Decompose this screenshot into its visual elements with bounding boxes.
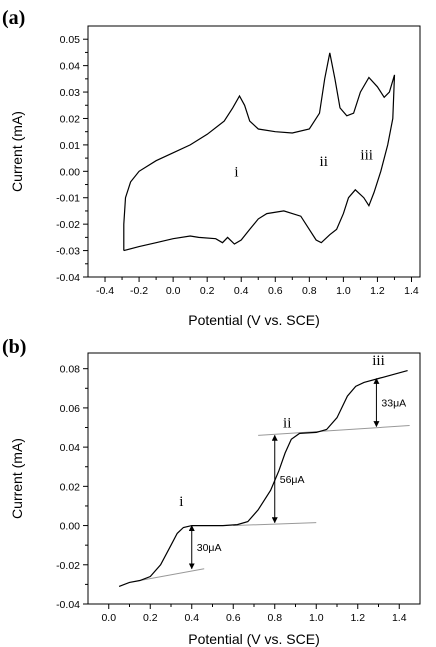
chart-panel-b: (b) 0.0 0.2 0.4 0.6 0.8 1.0 1.2 1.4 -0.04 -0.02 0… <box>2 336 421 647</box>
x-axis-label-b: Potential (V vs. SCE) <box>188 631 320 647</box>
x-tick-label: 0.0 <box>101 612 116 624</box>
peak-label: i <box>234 165 238 181</box>
y-axis-ticks-b: -0.04 -0.02 0.00 0.02 0.04 0.06 0.08 <box>56 364 88 611</box>
x-tick-label: 0.0 <box>166 285 181 297</box>
y-tick-label: -0.02 <box>56 219 80 231</box>
rde-curve-b <box>118 370 408 587</box>
x-tick-label: 1.0 <box>336 285 351 297</box>
plot-frame-a <box>87 25 421 278</box>
x-tick-label: 0.6 <box>268 285 283 297</box>
x-tick-label: 1.2 <box>370 285 385 297</box>
y-tick-label: 0.00 <box>60 521 81 533</box>
wave-label: iii <box>372 353 385 369</box>
current-step-label: 33μA <box>381 398 406 410</box>
y-tick-label: -0.03 <box>56 246 80 258</box>
y-tick-label: 0.00 <box>60 166 81 178</box>
y-tick-label: 0.01 <box>60 140 81 152</box>
wave-label: ii <box>283 416 291 432</box>
current-step-label: 56μA <box>280 474 305 486</box>
y-axis-label-a: Current (mA) <box>9 111 25 192</box>
y-tick-label: 0.06 <box>60 403 81 415</box>
baselines-b <box>139 425 410 581</box>
y-tick-label: 0.05 <box>60 34 81 46</box>
x-tick-label: 1.4 <box>404 285 419 297</box>
x-tick-label: 0.6 <box>226 612 241 624</box>
y-tick-label: 0.04 <box>60 61 81 73</box>
peak-label: iii <box>360 147 373 163</box>
x-axis-ticks-a: -0.4 -0.2 0.0 0.2 0.4 0.6 0.8 1.0 1.2 1.4 <box>96 277 419 297</box>
y-tick-label: -0.04 <box>56 599 80 611</box>
cv-curve-a <box>123 52 396 252</box>
y-tick-label: -0.01 <box>56 193 80 205</box>
panel-label-a: (a) <box>2 7 25 29</box>
x-tick-label: 0.2 <box>200 285 215 297</box>
arrows-b <box>188 377 380 570</box>
x-axis-ticks-b: 0.0 0.2 0.4 0.6 0.8 1.0 1.2 1.4 <box>101 604 407 624</box>
plot-frame-b <box>87 352 421 605</box>
y-tick-label: 0.03 <box>60 87 81 99</box>
x-tick-label: 0.4 <box>184 612 199 624</box>
current-step-label: 30μA <box>197 542 222 554</box>
y-tick-label: -0.04 <box>56 272 80 284</box>
x-tick-label: 0.2 <box>143 612 158 624</box>
peak-label: ii <box>320 154 328 170</box>
y-tick-label: 0.02 <box>60 113 81 125</box>
x-tick-label: 0.8 <box>302 285 317 297</box>
baseline <box>233 522 317 527</box>
x-tick-label: 0.4 <box>234 285 249 297</box>
y-tick-label: -0.02 <box>56 560 80 572</box>
y-axis-ticks-a: -0.04 -0.03 -0.02 -0.01 0.00 0.01 0.02 0.03 0.04… <box>56 34 88 284</box>
annotations-a: iii iii <box>234 147 373 180</box>
chart-panel-a: (a) -0.4 -0.2 0.0 0.2 0.4 0.6 0.8 1.0 1.2 1.4 -0.… <box>2 7 421 328</box>
x-tick-label: -0.4 <box>96 285 114 297</box>
x-tick-label: 1.4 <box>392 612 407 624</box>
baseline <box>139 568 205 581</box>
y-tick-label: 0.04 <box>60 442 81 454</box>
x-tick-label: -0.2 <box>130 285 148 297</box>
x-tick-label: 0.8 <box>267 612 282 624</box>
x-tick-label: 1.2 <box>350 612 365 624</box>
y-tick-label: 0.08 <box>60 364 81 376</box>
x-axis-label-a: Potential (V vs. SCE) <box>188 312 320 328</box>
x-tick-label: 1.0 <box>309 612 324 624</box>
baseline <box>258 425 410 436</box>
panel-label-b: (b) <box>2 336 26 358</box>
wave-label: i <box>179 494 183 510</box>
y-tick-label: 0.02 <box>60 481 81 493</box>
y-axis-label-b: Current (mA) <box>9 438 25 519</box>
